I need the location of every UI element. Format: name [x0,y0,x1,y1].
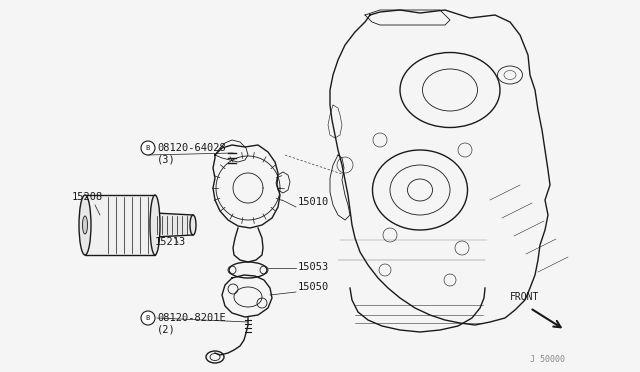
Text: B: B [146,145,150,151]
Bar [85,195,155,255]
Text: B: B [146,315,150,321]
Text: 15010: 15010 [298,197,329,207]
Text: J 50000: J 50000 [530,355,565,364]
Ellipse shape [79,195,91,255]
Polygon shape [155,213,193,237]
Ellipse shape [190,215,196,235]
Ellipse shape [83,216,88,234]
Text: FRONT: FRONT [510,292,540,302]
Text: 08120-64028: 08120-64028 [157,143,226,153]
Ellipse shape [150,195,160,255]
Text: (3): (3) [157,154,176,164]
Text: 08120-8201E: 08120-8201E [157,313,226,323]
Text: 15053: 15053 [298,262,329,272]
Circle shape [141,141,155,155]
Text: 15213: 15213 [155,237,186,247]
Circle shape [141,311,155,325]
Text: (2): (2) [157,324,176,334]
Text: 15050: 15050 [298,282,329,292]
Text: 15208: 15208 [72,192,103,202]
